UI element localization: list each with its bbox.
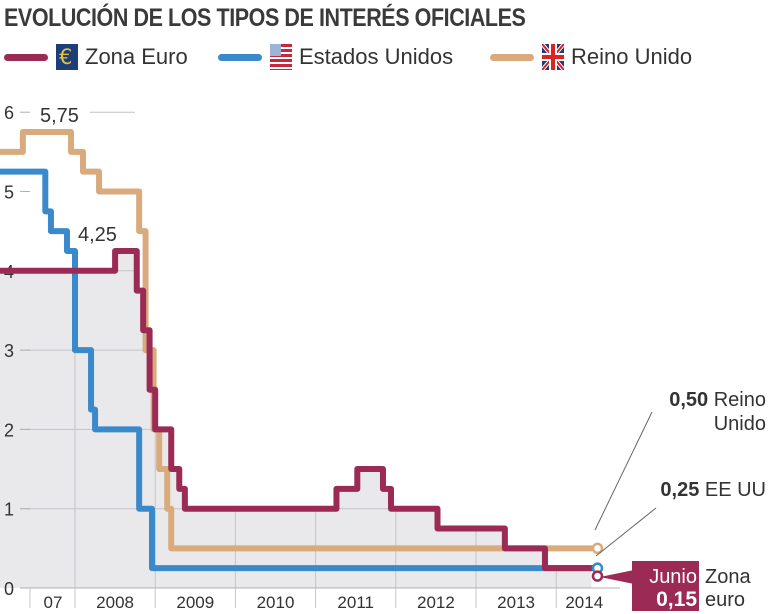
uk-flag-icon <box>542 44 564 70</box>
y-tick-label: 3 <box>4 341 14 361</box>
y-tick-label: 5 <box>4 183 14 203</box>
callout-reino-unido: 0,50 Reino <box>669 389 766 411</box>
x-tick-label: 2011 <box>337 593 374 612</box>
callout-estados-unidos: 0,25 EE UU <box>660 479 766 501</box>
x-tick-label: 2008 <box>96 593 134 612</box>
legend-label: Estados Unidos <box>299 44 454 69</box>
callout-zona-euro-month: Junio <box>649 566 697 588</box>
legend-label: Reino Unido <box>571 44 693 69</box>
callout-box-zona-euro <box>632 561 699 611</box>
x-tick-label: 2014 <box>565 593 603 612</box>
legend-label: Zona Euro <box>85 44 188 69</box>
x-tick-label: 2009 <box>176 593 214 612</box>
series-lines <box>0 129 604 582</box>
y-tick-label: 6 <box>4 103 14 123</box>
callout-zona-euro-label-1: Zona <box>705 566 751 588</box>
peak-label-reino-unido: 5,75 <box>40 105 79 127</box>
y-tick-label: 2 <box>4 420 14 440</box>
legend-swatch-zona-euro <box>4 53 48 61</box>
euro-flag-icon: € <box>56 44 78 70</box>
callout-value: 0,25 <box>660 479 704 501</box>
legend-item-zona-euro: € Zona Euro <box>4 44 188 70</box>
legend-item-estados-unidos: Estados Unidos <box>218 44 453 70</box>
y-tick-label: 1 <box>4 500 14 520</box>
series-line-zona-euro <box>0 247 595 572</box>
callout-pointer-zona-euro <box>600 570 634 584</box>
y-tick-label: 0 <box>4 579 14 599</box>
callout-line-estados-unidos <box>595 507 657 557</box>
series-line-estados-unidos <box>0 168 595 572</box>
legend-swatch-estados-unidos <box>218 53 262 61</box>
chart-title: EVOLUCIÓN DE LOS TIPOS DE INTERÉS OFICIA… <box>4 4 526 32</box>
callout-zona-euro-label-2: euro <box>705 589 745 611</box>
legend-item-reino-unido: Reino Unido <box>490 44 692 70</box>
end-marker-zona-euro <box>591 570 604 582</box>
peak-label-estados-unidos: 4,25 <box>78 224 117 246</box>
callout-zona-euro-value: 0,15 <box>656 588 697 611</box>
callout-label: Reino <box>714 389 766 411</box>
x-tick-label: 2012 <box>417 593 455 612</box>
x-tick-label: 07 <box>44 593 63 612</box>
series-line-reino-unido <box>0 129 595 552</box>
end-marker-reino-unido <box>591 542 604 555</box>
callout-label: EE UU <box>705 479 766 501</box>
x-tick-label: 2010 <box>257 593 295 612</box>
callout-line-reino-unido <box>594 411 653 531</box>
legend-swatch-reino-unido <box>490 53 534 61</box>
x-tick-label: 2013 <box>497 593 535 612</box>
us-flag-icon <box>270 44 292 70</box>
callout-value: 0,50 <box>669 389 713 411</box>
x-axis: 07 2008 2009 2010 2011 2012 2013 2014 <box>20 587 620 612</box>
callout-reino-unido-line2: Unido <box>714 413 766 435</box>
